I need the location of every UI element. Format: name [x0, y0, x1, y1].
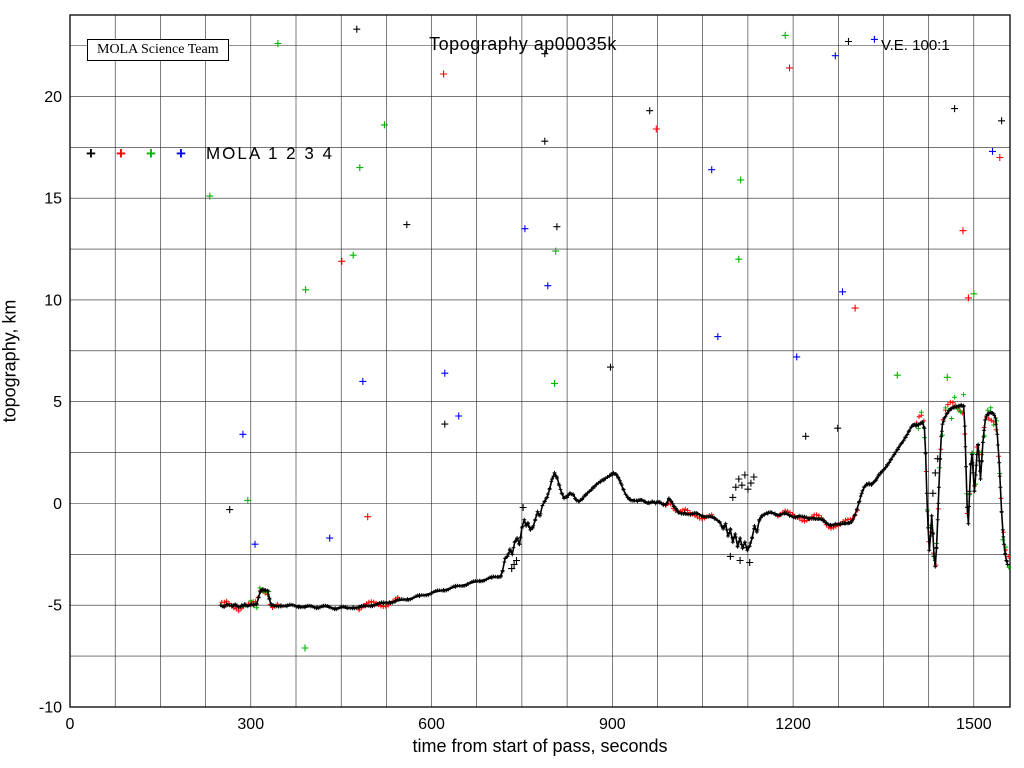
- svg-text:-5: -5: [48, 598, 62, 615]
- vertical-exaggeration-label: V.E. 100:1: [881, 37, 950, 54]
- svg-text:5: 5: [53, 394, 62, 411]
- svg-text:300: 300: [237, 716, 264, 733]
- svg-text:20: 20: [44, 89, 62, 106]
- svg-text:15: 15: [44, 191, 62, 208]
- chart-title: Topography ap00035k: [429, 34, 617, 54]
- legend-marker-mola3-icon: +: [146, 144, 156, 163]
- x-axis-label: time from start of pass, seconds: [412, 736, 668, 756]
- mola-science-team-box: MOLA Science Team: [87, 39, 229, 61]
- svg-text:1200: 1200: [775, 716, 811, 733]
- svg-text:600: 600: [418, 716, 445, 733]
- mola-science-team-label: MOLA Science Team: [97, 42, 219, 57]
- svg-text:0: 0: [66, 716, 75, 733]
- legend: + + + + MOLA 1 2 3 4: [86, 144, 334, 164]
- svg-text:1500: 1500: [956, 716, 992, 733]
- y-axis-label: topography, km: [0, 299, 20, 423]
- svg-text:-10: -10: [39, 700, 62, 717]
- svg-text:0: 0: [53, 496, 62, 513]
- svg-text:900: 900: [599, 716, 626, 733]
- legend-marker-mola4-icon: +: [176, 144, 186, 163]
- svg-text:10: 10: [44, 292, 62, 309]
- legend-label: MOLA 1 2 3 4: [206, 144, 334, 163]
- legend-marker-mola2-icon: +: [116, 144, 126, 163]
- legend-marker-mola1-icon: +: [86, 144, 96, 163]
